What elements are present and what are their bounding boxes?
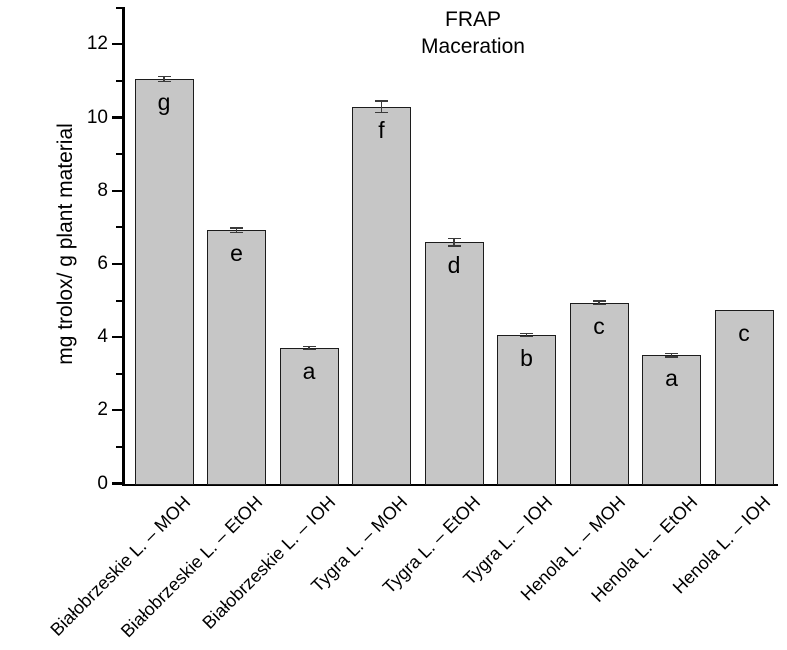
error-bar-cap-top (230, 227, 243, 229)
chart-title: FRAP Maceration (421, 6, 525, 60)
error-bar-cap-bottom (520, 335, 533, 338)
error-bar-cap-top (592, 300, 606, 302)
bar-significance-letter: g (157, 89, 171, 116)
bar-significance-letter: d (447, 252, 461, 279)
bar-significance-letter: c (738, 320, 750, 346)
bar-significance-letter: a (302, 358, 316, 385)
error-bar-cap-bottom (592, 303, 606, 306)
bar-significance-letter: c (593, 312, 605, 339)
error-bar-cap-bottom (447, 245, 461, 247)
error-bar-line (380, 100, 383, 113)
bar (714, 310, 774, 485)
y-minor-tick (116, 153, 122, 156)
y-tick-label: 4 (97, 326, 108, 348)
y-major-tick (112, 482, 122, 485)
y-tick-label: 10 (86, 106, 108, 128)
error-bar-cap-top (157, 75, 171, 78)
bar (134, 79, 194, 485)
chart-title-line2: Maceration (421, 35, 525, 58)
y-tick-label: 6 (97, 252, 108, 274)
error-bar-cap-bottom (230, 231, 243, 234)
y-tick-label: 12 (86, 33, 108, 55)
y-tick-label: 0 (97, 472, 108, 494)
bar (569, 302, 629, 485)
y-tick-label: 8 (97, 179, 108, 201)
y-major-tick (112, 409, 122, 412)
error-bar-cap-bottom (302, 348, 316, 351)
chart-title-line1: FRAP (444, 8, 502, 31)
error-bar-cap-bottom (665, 356, 678, 359)
bar-significance-letter: a (665, 365, 678, 392)
error-bar-cap-top (375, 99, 388, 102)
bar (642, 355, 701, 485)
x-tick-label: Białobrzeskie L. – IOH (198, 492, 340, 633)
y-minor-tick (116, 6, 122, 9)
bar (352, 106, 411, 485)
bar-significance-letter: f (378, 116, 385, 143)
bar (207, 230, 266, 485)
error-bar-cap-bottom (375, 111, 388, 114)
y-minor-tick (116, 299, 122, 302)
error-bar-cap-top (520, 332, 533, 335)
bar-significance-letter: b (520, 344, 533, 371)
y-minor-tick (116, 445, 122, 448)
error-bar-line (163, 76, 165, 82)
error-bar-line (308, 346, 310, 350)
error-bar-line (453, 238, 455, 246)
y-major-tick (112, 262, 122, 265)
error-bar-line (598, 300, 600, 305)
y-minor-tick (116, 79, 122, 82)
error-bar-line (235, 228, 238, 233)
y-minor-tick (116, 372, 122, 375)
y-minor-tick (116, 226, 122, 229)
error-bar-line (525, 333, 528, 337)
error-bar-cap-top (447, 237, 461, 240)
y-major-tick (112, 116, 122, 119)
bar (279, 348, 339, 485)
error-bar-cap-bottom (157, 80, 171, 83)
y-major-tick (112, 43, 122, 46)
bar-significance-letter: e (230, 240, 243, 267)
x-tick-label: Białobrzeskie L. – MOH (46, 492, 195, 640)
y-major-tick (112, 189, 122, 192)
y-major-tick (112, 336, 122, 339)
y-tick-label: 2 (97, 399, 108, 421)
error-bar-line (670, 353, 673, 358)
bar (424, 242, 484, 485)
error-bar-cap-top (302, 345, 316, 348)
y-axis (122, 7, 125, 486)
x-tick-label: Białobrzeskie L. – EtOH (117, 492, 267, 642)
error-bar-cap-top (665, 352, 678, 355)
